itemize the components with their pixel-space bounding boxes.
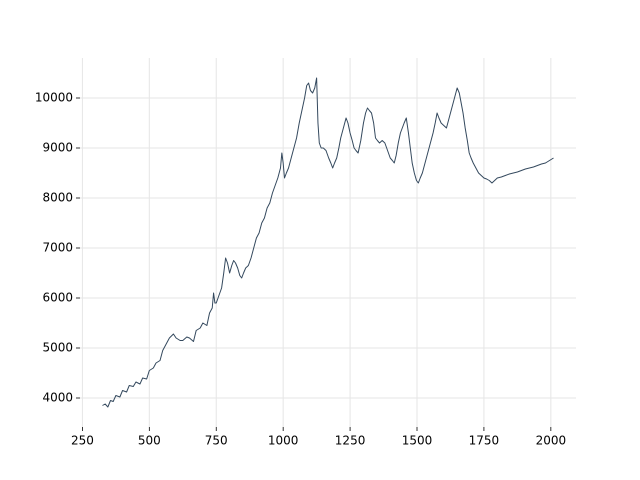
- y-tick-label: 8000: [42, 191, 73, 205]
- x-tick-label: 1750: [469, 434, 500, 448]
- x-tick-label: 2000: [536, 434, 567, 448]
- y-tick-label: 9000: [42, 141, 73, 155]
- data-line: [102, 77, 554, 408]
- x-tick-label: 500: [138, 434, 161, 448]
- x-tick-label: 1000: [268, 434, 299, 448]
- x-tick-label: 750: [205, 434, 228, 448]
- x-tick-label: 1250: [335, 434, 366, 448]
- y-tick-label: 7000: [42, 241, 73, 255]
- y-tick-label: 4000: [42, 391, 73, 405]
- y-tick-label: 5000: [42, 341, 73, 355]
- y-tick-label: 10000: [35, 91, 73, 105]
- x-tick-label: 250: [71, 434, 94, 448]
- x-tick-label: 1500: [402, 434, 433, 448]
- y-tick-label: 6000: [42, 291, 73, 305]
